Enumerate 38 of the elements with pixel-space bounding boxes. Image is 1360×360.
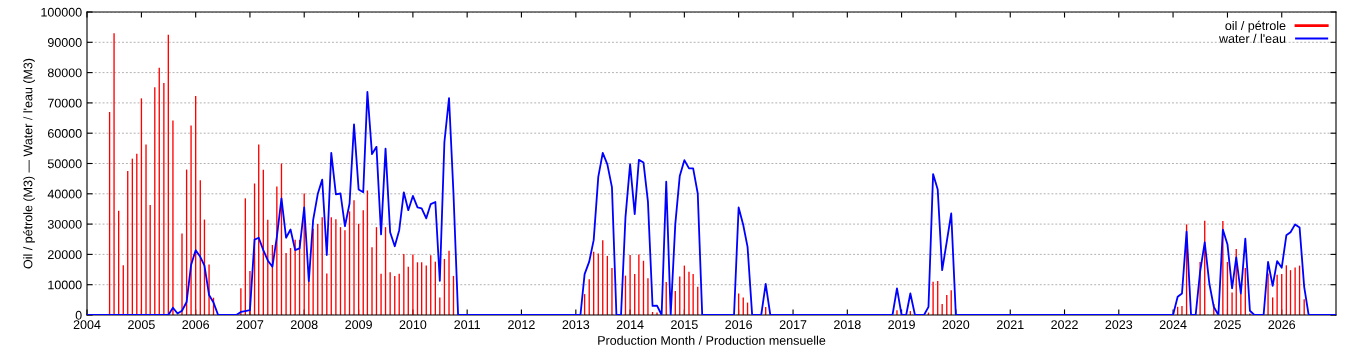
y-tick-label: 10000: [48, 280, 82, 290]
x-tick-label: 2019: [888, 320, 915, 330]
y-tick-label: 40000: [47, 189, 82, 199]
x-tick-label: 2007: [236, 320, 264, 330]
y-tick-label: 100000: [41, 7, 82, 17]
x-tick-label: 2016: [725, 320, 752, 330]
x-tick-label: 2024: [1159, 320, 1187, 330]
x-tick-label: 2006: [182, 320, 210, 330]
x-tick-label: 2009: [345, 320, 372, 330]
x-tick-label: 2011: [454, 320, 480, 330]
x-tick-label: 2013: [562, 320, 590, 330]
y-tick-label: 80000: [47, 68, 82, 78]
x-tick-label: 2025: [1214, 320, 1241, 330]
x-axis-title: Production Month / Production mensuelle: [598, 335, 826, 345]
x-tick-label: 2018: [834, 320, 861, 330]
y-tick-label: 0: [75, 310, 82, 320]
x-tick-label: 2023: [1105, 320, 1133, 330]
y-tick-label: 20000: [48, 250, 82, 260]
y-tick-label: 70000: [48, 98, 82, 108]
x-tick-label: 2014: [616, 320, 644, 330]
y-tick-label: 50000: [47, 159, 82, 169]
x-tick-label: 2010: [399, 320, 427, 330]
y-tick-label: 30000: [47, 219, 82, 229]
x-tick-label: 2008: [290, 320, 318, 330]
x-tick-label: 2012: [508, 320, 535, 330]
x-tick-label: 2020: [942, 320, 970, 330]
legend-label: oil / pétrole: [1225, 20, 1286, 33]
x-tick-label: 2015: [671, 320, 698, 330]
x-tick-label: 2022: [1051, 320, 1078, 330]
x-tick-label: 2026: [1268, 320, 1296, 330]
y-axis-title: Oil / pétrole (M3) — Water / l'eau (M3): [23, 58, 35, 269]
x-tick-label: 2021: [996, 320, 1024, 330]
x-tick-label: 2017: [779, 320, 807, 330]
y-tick-label: 60000: [48, 129, 82, 138]
x-tick-label: 2004: [73, 320, 101, 330]
y-tick-label: 90000: [47, 38, 82, 47]
legend-label: water / l'eau: [1218, 33, 1286, 43]
x-tick-label: 2005: [128, 320, 155, 330]
